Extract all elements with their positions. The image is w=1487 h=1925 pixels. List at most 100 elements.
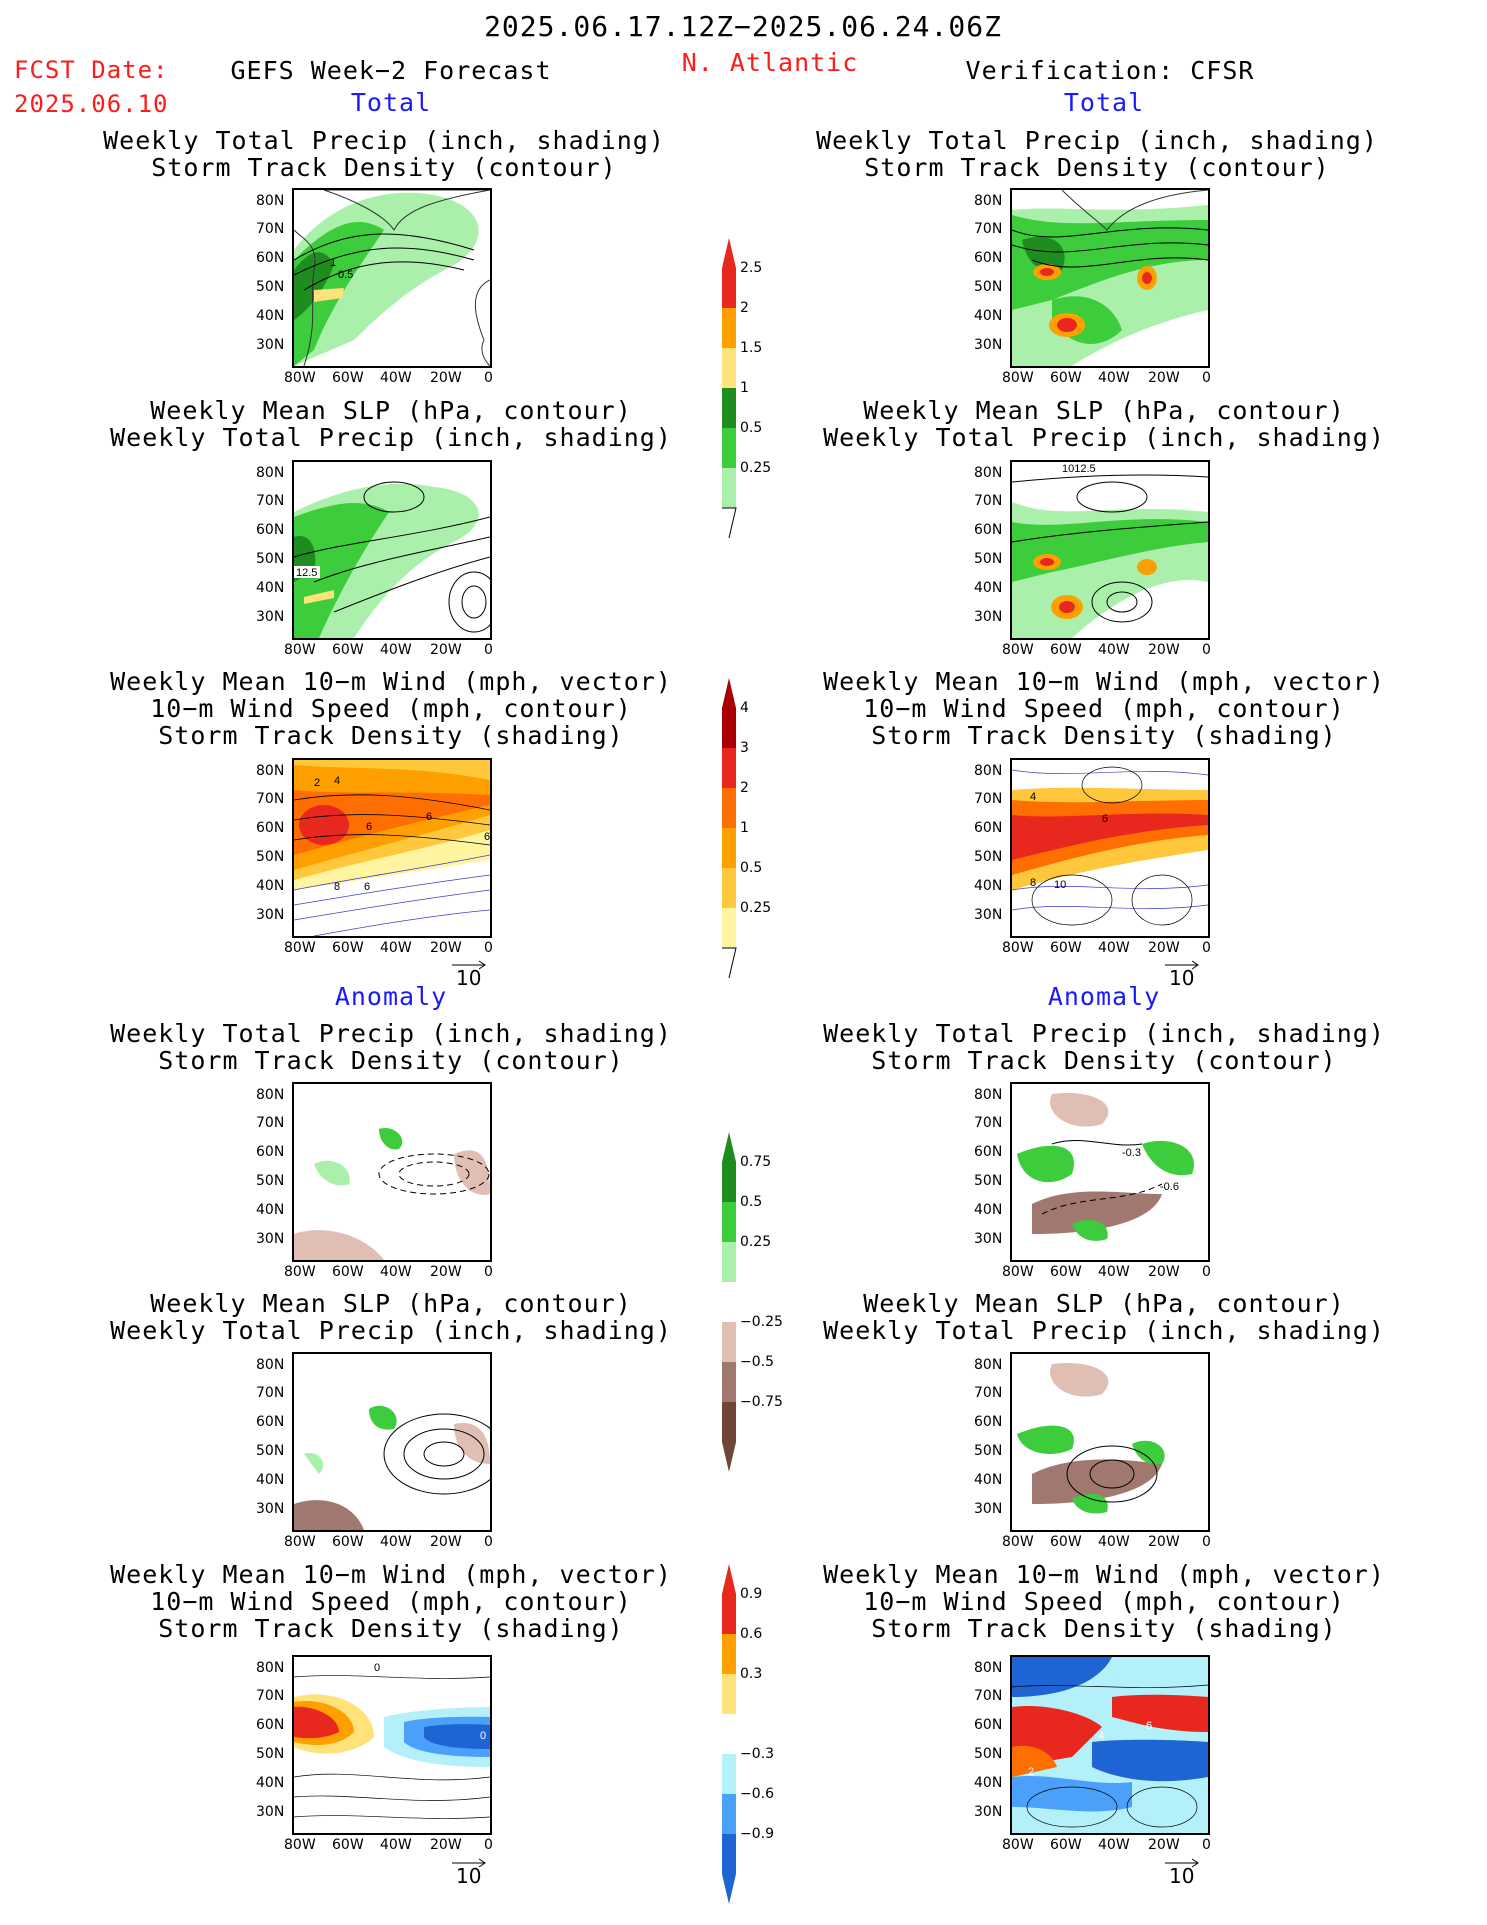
title-line: Weekly Mean 10−m Wind (mph, vector) bbox=[110, 667, 672, 696]
contour-label: 6 bbox=[364, 881, 370, 893]
storm-anom-contour bbox=[398, 1161, 470, 1187]
lat-tick-label: 70N bbox=[974, 791, 1003, 807]
lon-tick-label: 20W bbox=[1148, 642, 1180, 658]
lat-tick-label: 80N bbox=[256, 1660, 285, 1676]
lat-tick-label: 70N bbox=[974, 1115, 1003, 1131]
colorbar-segment bbox=[722, 1442, 736, 1472]
slp-contour bbox=[1091, 581, 1153, 623]
contour-label: 12.5 bbox=[296, 567, 317, 579]
storm-contour bbox=[303, 261, 465, 291]
lat-tick-label: 50N bbox=[256, 279, 285, 295]
lat-tick-label: 70N bbox=[974, 221, 1003, 237]
contour-label: 0 bbox=[374, 1662, 380, 1674]
lat-tick-label: 40N bbox=[974, 1775, 1003, 1791]
slp-contour bbox=[1012, 521, 1208, 543]
date-range-title: 2025.06.17.12Z−2025.06.24.06Z bbox=[484, 10, 1002, 43]
vector-reference-total-right: 10 bbox=[1165, 960, 1205, 990]
lon-tick-label: 0 bbox=[1202, 642, 1211, 658]
lon-tick-label: 80W bbox=[284, 940, 316, 956]
lat-tick-label: 50N bbox=[256, 1173, 285, 1189]
lat-tick-label: 40N bbox=[974, 580, 1003, 596]
lat-tick-label: 30N bbox=[256, 1501, 285, 1517]
lat-tick-label: 80N bbox=[974, 763, 1003, 779]
lat-tick-label: 50N bbox=[974, 551, 1003, 567]
title-anom-precip-storm-left: Weekly Total Precip (inch, shading) Storm… bbox=[110, 1020, 672, 1074]
forecast-source-label: GEFS Week−2 Forecast bbox=[230, 56, 552, 85]
title-line: Weekly Total Precip (inch, shading) bbox=[823, 1019, 1385, 1048]
lat-tick-label: 50N bbox=[974, 1173, 1003, 1189]
lon-tick-label: 40W bbox=[380, 1264, 412, 1280]
precip-anom-positive bbox=[379, 1128, 403, 1150]
colorbar-segment bbox=[722, 1794, 736, 1834]
title-total-wind-storm-left: Weekly Mean 10−m Wind (mph, vector) 10−m … bbox=[110, 668, 672, 749]
colorbar-segment bbox=[722, 708, 736, 748]
colorbar-label: 0.5 bbox=[740, 420, 763, 436]
precip-anom-negative bbox=[1032, 1459, 1162, 1504]
lat-tick-label: 60N bbox=[974, 250, 1003, 266]
colorbar-segment bbox=[722, 748, 736, 788]
vector-reference-value: 10 bbox=[1169, 966, 1195, 990]
lon-tick-label: 60W bbox=[332, 1534, 364, 1550]
precip-shading-mid bbox=[294, 502, 389, 638]
storm-contour bbox=[1031, 257, 1208, 268]
title-line: 10−m Wind Speed (mph, contour) bbox=[863, 1587, 1345, 1616]
colorbar-label: 0.25 bbox=[740, 1234, 772, 1250]
title-total-slp-precip-right: Weekly Mean SLP (hPa, contour) Weekly Tot… bbox=[823, 397, 1385, 451]
lon-tick-label: 20W bbox=[1148, 1837, 1180, 1853]
lon-tick-label: 20W bbox=[430, 642, 462, 658]
lon-tick-label: 0 bbox=[1202, 370, 1211, 386]
slp-anom-contour bbox=[403, 1428, 485, 1480]
contour-label: 8 bbox=[1030, 877, 1036, 889]
section-anomaly-left: Anomaly bbox=[334, 982, 448, 1011]
precip-max bbox=[1057, 318, 1077, 332]
lon-tick-label: 0 bbox=[484, 370, 493, 386]
lat-tick-label: 30N bbox=[256, 337, 285, 353]
title-line: Storm Track Density (contour) bbox=[864, 153, 1330, 182]
colorbar-segment bbox=[722, 1162, 736, 1202]
wind-anom-contour bbox=[294, 1795, 490, 1801]
lon-tick-label: 20W bbox=[1148, 940, 1180, 956]
contour-label: -0.6 bbox=[1160, 1181, 1179, 1193]
lat-tick-label: 30N bbox=[974, 1501, 1003, 1517]
colorbar-segment bbox=[722, 1674, 736, 1714]
precip-anom-negative bbox=[1050, 1363, 1109, 1397]
lon-tick-label: 0 bbox=[1202, 1837, 1211, 1853]
precip-shading-dark bbox=[294, 252, 334, 320]
lon-tick-label: 80W bbox=[284, 370, 316, 386]
lat-tick-label: 60N bbox=[256, 1144, 285, 1160]
section-total-right: Total bbox=[1063, 88, 1145, 117]
wind-contour bbox=[1081, 766, 1143, 804]
colorbar-label: 1 bbox=[740, 380, 749, 396]
wind-anom-contour bbox=[294, 1675, 490, 1679]
lat-tick-label: 50N bbox=[974, 279, 1003, 295]
lon-tick-label: 40W bbox=[380, 642, 412, 658]
contour-label: 6 bbox=[366, 821, 372, 833]
lon-tick-label: 60W bbox=[1050, 1837, 1082, 1853]
contour-label: 2 bbox=[314, 777, 320, 789]
contour-label: 6 bbox=[484, 831, 490, 843]
title-line: Weekly Mean 10−m Wind (mph, vector) bbox=[110, 1560, 672, 1589]
precip-anom-positive bbox=[369, 1405, 397, 1430]
precip-anom-positive bbox=[1017, 1145, 1074, 1183]
colorbar-segment bbox=[722, 908, 736, 948]
title-line: Storm Track Density (shading) bbox=[871, 1614, 1337, 1643]
colorbar-graphic bbox=[722, 1564, 736, 1904]
lon-tick-label: 40W bbox=[1098, 1534, 1130, 1550]
slp-contour bbox=[461, 585, 487, 619]
colorbar-segment bbox=[722, 388, 736, 428]
colorbar-label: 0.9 bbox=[740, 1586, 763, 1602]
colorbar-graphic bbox=[722, 678, 737, 978]
lat-tick-label: 50N bbox=[974, 849, 1003, 865]
lat-tick-label: 30N bbox=[974, 907, 1003, 923]
map-anom-slp-precip-forecast bbox=[292, 1352, 492, 1532]
precip-anom-negative bbox=[294, 1500, 364, 1530]
title-total-slp-precip-left: Weekly Mean SLP (hPa, contour) Weekly Tot… bbox=[110, 397, 672, 451]
lat-tick-label: 70N bbox=[256, 1688, 285, 1704]
colorbar-segment bbox=[722, 428, 736, 468]
storm-contour bbox=[1012, 227, 1208, 238]
title-line: Weekly Mean SLP (hPa, contour) bbox=[863, 1289, 1345, 1318]
contour-label-box bbox=[1060, 462, 1100, 474]
lat-tick-label: 60N bbox=[974, 1144, 1003, 1160]
lon-tick-label: 60W bbox=[332, 940, 364, 956]
colorbar-label: −0.6 bbox=[740, 1786, 774, 1802]
